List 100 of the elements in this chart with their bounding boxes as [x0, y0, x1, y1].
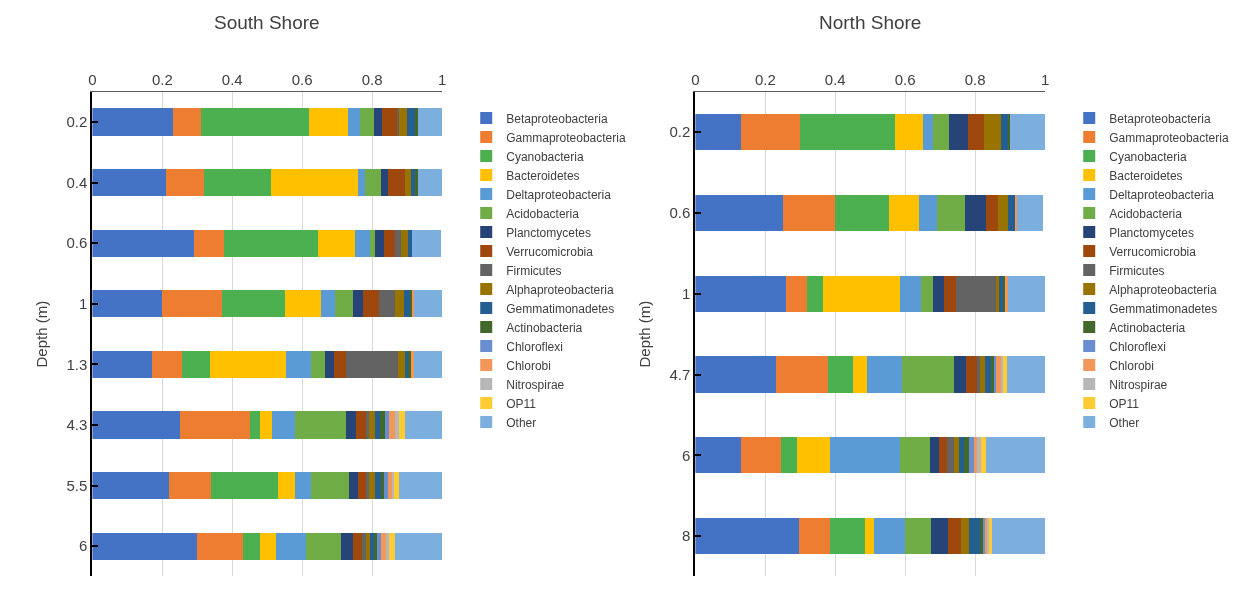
bar — [92, 290, 163, 318]
legend-label: Cyanobacteria — [506, 149, 584, 164]
bar — [387, 169, 406, 197]
bar — [92, 350, 152, 379]
bar — [405, 169, 411, 197]
legend-label: Nitrospirae — [506, 377, 565, 392]
bar — [947, 437, 955, 474]
bar — [695, 517, 799, 555]
legend-label: Bacteroidetes — [506, 168, 580, 183]
bar — [223, 229, 318, 257]
bar — [414, 350, 443, 379]
bar — [345, 411, 357, 439]
bar — [197, 532, 243, 560]
legend-label: Bacteroidetes — [1109, 168, 1183, 183]
bar — [394, 411, 399, 439]
legend-label: Chlorobi — [1109, 358, 1154, 373]
legend-label: Actinobacteria — [1109, 320, 1186, 335]
bar — [92, 108, 173, 136]
y-tick-label: 6 — [79, 537, 88, 555]
bar — [387, 471, 392, 500]
legend-label: Acidobacteria — [506, 206, 580, 221]
legend-label: Verrucomicrobia — [506, 244, 594, 259]
bar — [162, 290, 222, 318]
bar — [401, 229, 409, 257]
bar — [284, 290, 322, 318]
bar — [358, 169, 366, 197]
bar — [366, 471, 369, 500]
bar — [295, 411, 346, 439]
bar — [352, 532, 363, 560]
x-tick-label: 0.6 — [291, 70, 313, 88]
bar — [385, 411, 390, 439]
bar — [983, 113, 1002, 151]
bar — [305, 532, 341, 560]
x-tick-label: 0 — [691, 70, 700, 88]
bar — [398, 350, 406, 379]
legend-label: Gammaproteobacteria — [506, 130, 626, 145]
x-tick-label: 1 — [437, 70, 447, 88]
bar — [781, 437, 797, 474]
y-tick-label: 8 — [682, 527, 691, 545]
legend-label: Planctomycetes — [1109, 225, 1194, 240]
bar — [968, 113, 984, 151]
bar — [985, 194, 998, 232]
bar — [92, 229, 194, 257]
bar — [798, 517, 831, 555]
bar — [369, 411, 375, 439]
legend-label: Other — [506, 415, 537, 430]
bar — [740, 113, 801, 151]
bar — [379, 290, 395, 318]
bar — [204, 169, 271, 197]
bar — [899, 437, 931, 474]
bar — [354, 229, 371, 257]
bar — [352, 290, 364, 318]
bar — [966, 356, 977, 393]
bar — [830, 517, 865, 555]
bar — [1007, 275, 1046, 312]
bar — [179, 411, 250, 439]
bar — [92, 411, 180, 439]
bar — [275, 532, 306, 560]
bar — [382, 108, 399, 136]
bar — [835, 194, 890, 232]
bar — [963, 437, 969, 474]
legend-label: Gemmatimonadetes — [1109, 301, 1218, 316]
x-tick-label: 0.8 — [361, 70, 383, 88]
bar — [209, 350, 287, 379]
bar — [365, 532, 371, 560]
legend-label: Actinobacteria — [506, 320, 583, 335]
bar — [317, 229, 355, 257]
bar — [415, 169, 418, 197]
bar — [958, 437, 964, 474]
legend-label: Nitrospirae — [1109, 377, 1168, 392]
y-tick-label: 5.5 — [66, 476, 88, 494]
bar — [796, 437, 831, 474]
legend-label: Acidobacteria — [1109, 206, 1183, 221]
bar — [931, 517, 948, 555]
bar — [1017, 194, 1044, 232]
bar — [695, 275, 787, 312]
legend-label: OP11 — [1109, 396, 1140, 411]
bar — [740, 437, 782, 474]
bar — [889, 194, 920, 232]
bar — [864, 517, 874, 555]
bar — [852, 356, 867, 393]
y-tick-label: 4.3 — [66, 416, 88, 434]
legend-label: Firmicutes — [1109, 263, 1165, 278]
legend-label: Alphaproteobacteria — [506, 282, 614, 297]
bar — [954, 356, 967, 393]
bar — [920, 275, 934, 312]
bar — [417, 169, 443, 197]
bar — [939, 437, 948, 474]
y-tick-label: 0.2 — [669, 123, 691, 141]
x-tick-label: 0.4 — [221, 70, 243, 88]
bar — [695, 356, 776, 393]
legend-label: Firmicutes — [506, 263, 562, 278]
bar — [172, 108, 201, 136]
bar — [977, 437, 981, 474]
legend-label: Cyanobacteria — [1109, 149, 1187, 164]
bar — [249, 411, 261, 439]
bar — [345, 350, 399, 379]
bar — [270, 169, 359, 197]
chart-title: North Shore — [819, 12, 922, 33]
legend-label: Gammaproteobacteria — [1109, 130, 1229, 145]
